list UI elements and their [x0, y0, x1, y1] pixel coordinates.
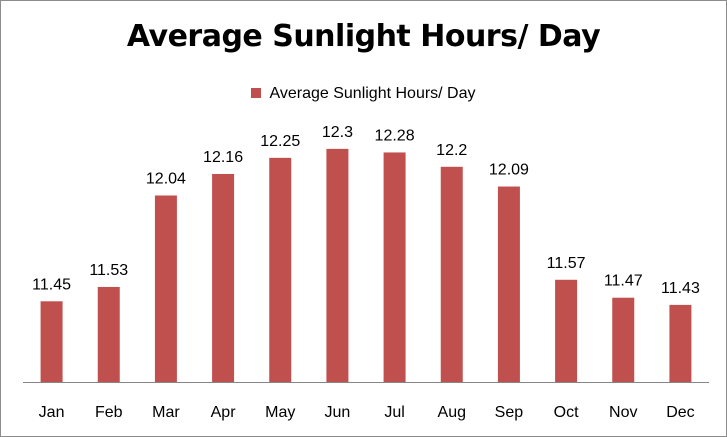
data-label-jul: 12.28 [375, 127, 415, 144]
legend-label: Average Sunlight Hours/ Day [269, 85, 476, 102]
x-tick-apr: Apr [211, 404, 237, 421]
bar-oct [555, 279, 578, 382]
x-tick-oct: Oct [554, 404, 579, 421]
legend-swatch [251, 88, 262, 98]
data-label-sep: 12.09 [489, 162, 529, 179]
legend: Average Sunlight Hours/ Day [1, 85, 726, 103]
data-label-mar: 12.04 [146, 170, 186, 187]
data-label-nov: 11.47 [604, 273, 643, 290]
data-label-dec: 11.43 [661, 280, 700, 297]
data-label-apr: 12.16 [203, 149, 243, 166]
x-tick-jul: Jul [384, 404, 404, 421]
bar-dec [669, 304, 692, 382]
bar-feb [97, 286, 120, 382]
x-tick-aug: Aug [438, 404, 466, 421]
data-label-jan: 11.45 [32, 276, 71, 293]
bar-may [269, 157, 292, 382]
bar-jun [326, 148, 349, 382]
x-tick-mar: Mar [152, 404, 180, 421]
data-label-feb: 11.53 [89, 262, 128, 279]
data-label-may: 12.25 [260, 133, 300, 150]
bar-jan [40, 301, 63, 382]
x-tick-feb: Feb [95, 404, 123, 421]
bar-jul [383, 152, 406, 382]
x-tick-nov: Nov [609, 404, 637, 421]
data-label-aug: 12.2 [436, 142, 467, 159]
data-label-oct: 11.57 [547, 255, 586, 272]
x-tick-sep: Sep [495, 404, 524, 421]
bar-nov [612, 297, 635, 382]
x-tick-dec: Dec [666, 404, 694, 421]
data-label-jun: 12.3 [322, 124, 353, 141]
bar-sep [497, 186, 520, 382]
bar-apr [212, 173, 235, 382]
bar-aug [440, 166, 463, 382]
x-tick-jan: Jan [39, 404, 65, 421]
x-tick-jun: Jun [325, 404, 351, 421]
chart-title: Average Sunlight Hours/ Day [126, 19, 601, 54]
x-tick-may: May [265, 404, 295, 421]
bar-mar [154, 195, 177, 382]
